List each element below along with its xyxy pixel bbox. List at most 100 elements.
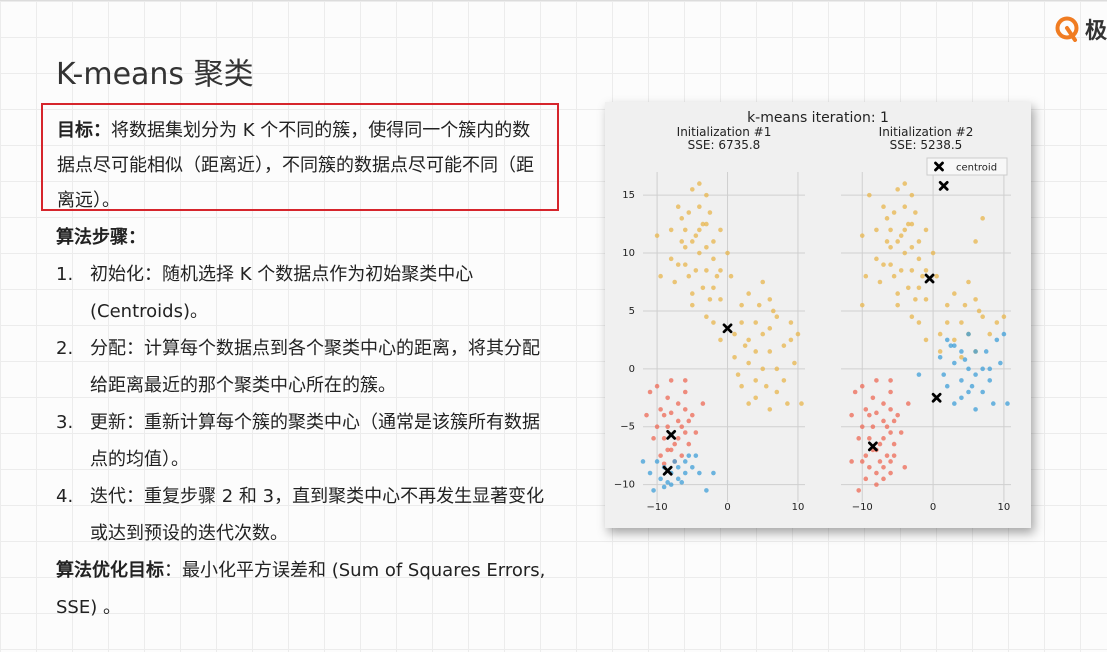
step-number: 3. [56, 412, 74, 433]
step-text: 更新：重新计算每个簇的聚类中心（通常是该簇所有数据点的均值）。 [90, 412, 540, 470]
data-point [888, 470, 893, 476]
data-point [916, 256, 922, 262]
data-point [884, 424, 890, 430]
data-point [682, 470, 688, 476]
data-point [973, 372, 978, 377]
y-tick-label: −5 [620, 422, 635, 433]
brand-logo-text: 极 [1084, 19, 1107, 44]
data-point [888, 407, 893, 412]
data-point [888, 244, 893, 250]
data-point [690, 302, 695, 308]
data-point [920, 273, 925, 279]
data-point [916, 239, 922, 244]
data-point [888, 262, 893, 267]
data-point [937, 349, 943, 354]
data-point [675, 464, 681, 470]
data-point [884, 453, 890, 458]
data-point [952, 337, 957, 343]
objective-text: ：最小化平方误差和 (Sum of Squares Errors, SSE) 。 [56, 560, 546, 618]
data-point [760, 279, 766, 285]
data-point [902, 181, 908, 186]
step-text: 分配：计算每个数据点到各个聚类中心的距离，将其分配给距离最近的那个聚类中心所在的… [90, 338, 540, 396]
brand-logo: 极 [1055, 13, 1107, 45]
data-point [658, 273, 663, 279]
data-point [682, 227, 688, 233]
x-tick-label: −10 [852, 502, 873, 513]
data-point [980, 216, 985, 221]
data-point [753, 378, 758, 383]
kmeans-chart: k-means iteration: 1 Initialization #1SS… [614, 110, 1011, 513]
data-point [700, 285, 706, 291]
data-point [902, 464, 908, 470]
data-point [682, 262, 688, 267]
data-point [668, 227, 674, 233]
data-point [895, 187, 900, 192]
data-point [697, 181, 702, 186]
centroid-marker [931, 392, 942, 403]
data-point [976, 308, 982, 314]
data-point [849, 412, 854, 418]
data-point [661, 436, 667, 441]
data-point [668, 256, 674, 262]
data-point [675, 476, 681, 482]
data-point [654, 459, 660, 464]
data-point [693, 430, 699, 435]
data-point [905, 285, 911, 291]
data-point [888, 227, 893, 233]
data-point [980, 366, 985, 372]
data-point [874, 256, 879, 262]
data-point [891, 418, 897, 424]
data-point [665, 395, 670, 401]
data-point [867, 412, 872, 418]
data-point [697, 227, 702, 233]
data-point [711, 239, 716, 244]
data-point [895, 239, 900, 244]
data-point [916, 285, 922, 291]
data-point [909, 268, 915, 273]
data-point [690, 464, 695, 470]
data-point [874, 410, 879, 416]
data-point [675, 204, 681, 210]
data-point [753, 349, 758, 354]
data-point [675, 418, 681, 424]
objective-label: 算法优化目标 [56, 560, 164, 581]
y-tick-label: −10 [614, 480, 635, 491]
data-point [654, 424, 660, 430]
data-point [728, 273, 734, 279]
data-point [690, 187, 695, 192]
data-point [859, 233, 865, 238]
data-point [891, 453, 897, 458]
data-point [704, 192, 709, 198]
data-point [870, 424, 876, 430]
data-point [658, 453, 663, 458]
data-point [704, 488, 709, 493]
data-point [966, 279, 971, 285]
data-point [923, 227, 929, 233]
data-point [682, 378, 688, 383]
data-point [746, 401, 751, 406]
data-point [994, 337, 1000, 343]
panel-subtitle: Initialization #2 [879, 125, 974, 139]
data-point [700, 221, 706, 227]
legend-box [926, 157, 1008, 176]
data-point [672, 459, 677, 464]
data-point [877, 441, 883, 447]
panel-sse: SSE: 5238.5 [890, 138, 963, 152]
data-point [799, 401, 804, 406]
data-point [675, 436, 681, 441]
data-point [788, 320, 794, 325]
slide-title: K-means 聚类 [56, 57, 254, 92]
data-point [665, 424, 670, 430]
data-point [658, 476, 663, 482]
data-point [959, 354, 964, 360]
y-tick-label: 15 [622, 190, 635, 201]
data-point [644, 412, 649, 418]
centroid-marker [867, 441, 878, 452]
data-point [746, 360, 751, 366]
data-point [944, 383, 950, 389]
data-point [682, 389, 688, 395]
data-point [1001, 314, 1007, 320]
data-point [863, 273, 869, 279]
data-point [788, 337, 794, 343]
data-point [654, 383, 660, 389]
